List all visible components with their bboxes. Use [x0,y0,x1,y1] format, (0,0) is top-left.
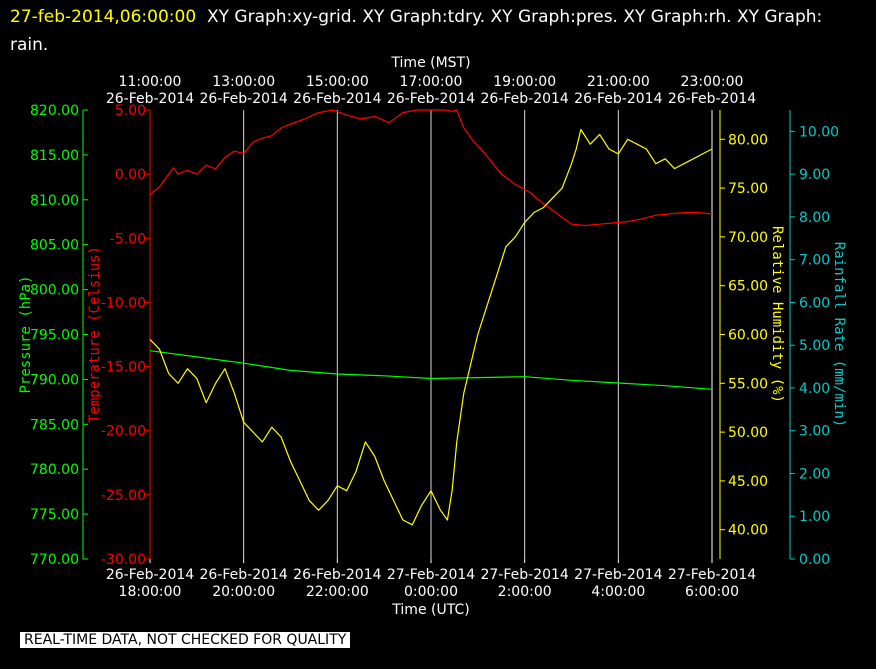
rain-tick-label: 6.00 [799,295,830,311]
top-tick-time: 13:00:00 [212,74,275,90]
humidity-tick-label: 45.00 [728,474,768,490]
temperature-tick-label: -30.00 [101,552,146,568]
top-tick-time: 15:00:00 [306,74,369,90]
temperature-tick-label: -25.00 [101,488,146,504]
bottom-tick-date: 26-Feb-2014 [199,567,287,583]
top-tick-date: 26-Feb-2014 [293,91,381,107]
pressure-tick-label: 770.00 [30,552,79,568]
rain-tick-label: 2.00 [799,466,830,482]
temperature-tick-label: -5.00 [110,231,146,247]
pressure-tick-label: 805.00 [30,238,79,254]
top-tick-date: 26-Feb-2014 [574,91,662,107]
pressure-tick-label: 775.00 [30,507,79,523]
humidity-tick-label: 50.00 [728,425,768,441]
temperature-tick-label: -15.00 [101,360,146,376]
rain-tick-label: 3.00 [799,424,830,440]
pressure-tick-label: 810.00 [30,193,79,209]
top-tick-time: 11:00:00 [119,74,182,90]
bottom-tick-time: 2:00:00 [498,584,552,600]
temperature-tick-label: -20.00 [101,424,146,440]
rain-tick-label: 4.00 [799,381,830,397]
humidity-tick-label: 75.00 [728,181,768,197]
humidity-tick-label: 65.00 [728,279,768,295]
series-line-pres [149,350,713,390]
humidity-tick-label: 80.00 [728,132,768,148]
graph-title: 27-feb-2014,06:00:00 XY Graph:xy-grid. X… [10,3,860,59]
temperature-tick-label: 5.00 [115,103,146,119]
bottom-axis-title: Time (UTC) [391,602,469,618]
pressure-axis-title: Pressure (hPa) [18,275,34,393]
temperature-tick-label: 0.00 [115,167,146,183]
pressure-tick-label: 800.00 [30,283,79,299]
humidity-tick-label: 40.00 [728,523,768,539]
bottom-tick-time: 20:00:00 [212,584,275,600]
humidity-tick-label: 55.00 [728,376,768,392]
rain-tick-label: 9.00 [799,167,830,183]
bottom-tick-time: 4:00:00 [591,584,645,600]
quality-notice: REAL-TIME DATA, NOT CHECKED FOR QUALITY [20,632,351,648]
bottom-tick-date: 27-Feb-2014 [668,567,756,583]
pressure-tick-label: 785.00 [30,417,79,433]
pressure-tick-label: 790.00 [30,372,79,388]
top-tick-date: 26-Feb-2014 [480,91,568,107]
temperature-axis-title: Temperature (Celsius) [87,246,103,423]
top-tick-time: 21:00:00 [587,74,650,90]
bottom-tick-date: 26-Feb-2014 [106,567,194,583]
pressure-tick-label: 820.00 [30,103,79,119]
bottom-tick-time: 6:00:00 [685,584,739,600]
top-axis-title: Time (MST) [390,55,470,71]
rain-tick-label: 1.00 [799,509,830,525]
rain-tick-label: 7.00 [799,253,830,269]
bottom-tick-date: 27-Feb-2014 [480,567,568,583]
rain-axis-title: Rainfall Rate (mm/min) [831,242,847,427]
bottom-tick-date: 27-Feb-2014 [574,567,662,583]
top-tick-time: 19:00:00 [493,74,556,90]
bottom-tick-time: 22:00:00 [306,584,369,600]
pressure-tick-label: 815.00 [30,148,79,164]
bottom-tick-time: 18:00:00 [119,584,182,600]
series-line-tdry [149,109,713,227]
top-tick-date: 26-Feb-2014 [668,91,756,107]
humidity-axis-title: Relative Humidity (%) [769,226,785,403]
pressure-tick-label: 795.00 [30,328,79,344]
rain-tick-label: 8.00 [799,210,830,226]
rain-tick-label: 0.00 [799,552,830,568]
bottom-tick-date: 27-Feb-2014 [387,567,475,583]
bottom-tick-date: 26-Feb-2014 [293,567,381,583]
top-tick-time: 17:00:00 [400,74,463,90]
humidity-tick-label: 60.00 [728,328,768,344]
rain-tick-label: 10.00 [799,124,839,140]
series-line-rh [149,128,713,526]
pressure-tick-label: 780.00 [30,462,79,478]
timestamp: 27-feb-2014,06:00:00 [10,7,197,27]
top-tick-date: 26-Feb-2014 [199,91,287,107]
bottom-tick-time: 0:00:00 [404,584,458,600]
graph-list: XY Graph:xy-grid. XY Graph:tdry. XY Grap… [10,7,823,55]
humidity-tick-label: 70.00 [728,230,768,246]
top-tick-date: 26-Feb-2014 [106,91,194,107]
top-tick-date: 26-Feb-2014 [387,91,475,107]
temperature-tick-label: -10.00 [101,295,146,311]
rain-tick-label: 5.00 [799,338,830,354]
top-tick-time: 23:00:00 [681,74,744,90]
